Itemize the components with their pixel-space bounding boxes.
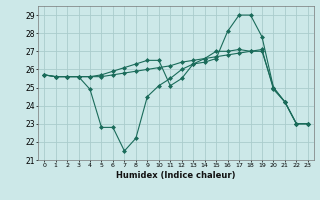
X-axis label: Humidex (Indice chaleur): Humidex (Indice chaleur)	[116, 171, 236, 180]
